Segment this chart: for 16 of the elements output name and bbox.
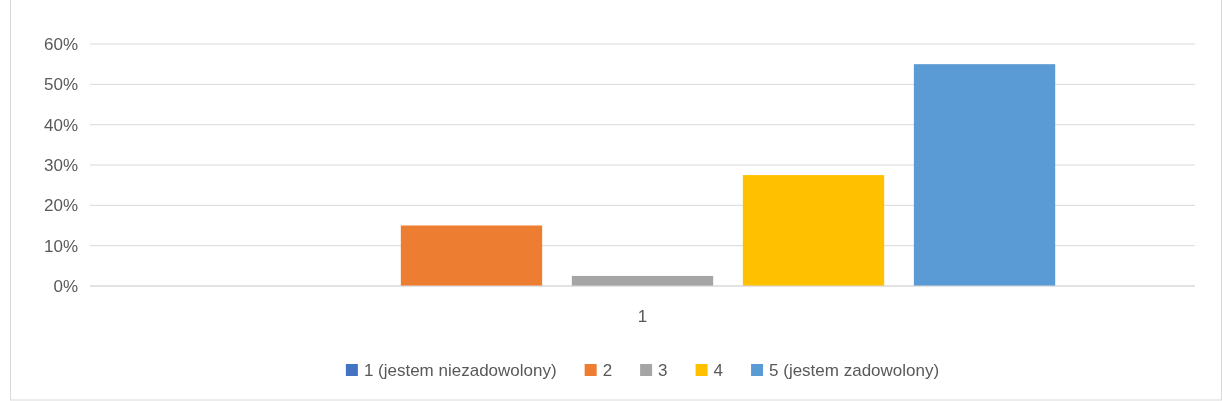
bar	[913, 64, 1056, 286]
x-tick-label: 1	[637, 307, 648, 327]
legend-label: 1 (jestem niezadowolony)	[363, 361, 557, 380]
bar	[400, 225, 543, 286]
legend-label: 5 (jestem zadowolony)	[769, 361, 940, 380]
y-tick-label: 0%	[53, 276, 78, 296]
y-tick-label: 30%	[43, 155, 78, 175]
y-tick-label: 40%	[43, 115, 78, 135]
y-tick-label: 60%	[43, 34, 78, 54]
legend-label: 4	[713, 361, 724, 380]
legend-label: 2	[602, 361, 613, 380]
legend-label: 3	[658, 361, 668, 380]
y-tick-label: 20%	[43, 196, 78, 216]
y-tick-label: 50%	[43, 75, 78, 95]
bar	[742, 175, 885, 286]
y-tick-label: 10%	[43, 236, 78, 256]
